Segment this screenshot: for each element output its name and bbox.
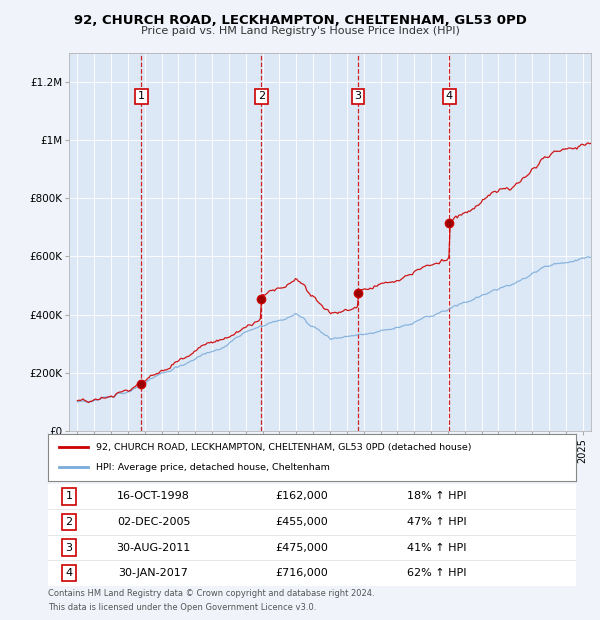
Text: £162,000: £162,000 bbox=[275, 492, 328, 502]
Text: 3: 3 bbox=[355, 91, 361, 101]
Text: 92, CHURCH ROAD, LECKHAMPTON, CHELTENHAM, GL53 0PD: 92, CHURCH ROAD, LECKHAMPTON, CHELTENHAM… bbox=[74, 14, 526, 27]
Text: 47% ↑ HPI: 47% ↑ HPI bbox=[407, 517, 467, 527]
Text: 3: 3 bbox=[65, 542, 73, 552]
Text: 4: 4 bbox=[65, 568, 73, 578]
Text: HPI: Average price, detached house, Cheltenham: HPI: Average price, detached house, Chel… bbox=[95, 463, 329, 472]
Text: This data is licensed under the Open Government Licence v3.0.: This data is licensed under the Open Gov… bbox=[48, 603, 316, 612]
Text: 30-AUG-2011: 30-AUG-2011 bbox=[116, 542, 191, 552]
Text: 1: 1 bbox=[65, 492, 73, 502]
Text: 41% ↑ HPI: 41% ↑ HPI bbox=[407, 542, 467, 552]
Text: 16-OCT-1998: 16-OCT-1998 bbox=[117, 492, 190, 502]
Text: Contains HM Land Registry data © Crown copyright and database right 2024.: Contains HM Land Registry data © Crown c… bbox=[48, 589, 374, 598]
Text: 18% ↑ HPI: 18% ↑ HPI bbox=[407, 492, 467, 502]
Text: £716,000: £716,000 bbox=[275, 568, 328, 578]
Text: Price paid vs. HM Land Registry's House Price Index (HPI): Price paid vs. HM Land Registry's House … bbox=[140, 26, 460, 36]
Text: 92, CHURCH ROAD, LECKHAMPTON, CHELTENHAM, GL53 0PD (detached house): 92, CHURCH ROAD, LECKHAMPTON, CHELTENHAM… bbox=[95, 443, 471, 451]
Text: 2: 2 bbox=[65, 517, 73, 527]
Text: £455,000: £455,000 bbox=[275, 517, 328, 527]
Text: 62% ↑ HPI: 62% ↑ HPI bbox=[407, 568, 467, 578]
Text: 1: 1 bbox=[138, 91, 145, 101]
Text: 02-DEC-2005: 02-DEC-2005 bbox=[117, 517, 190, 527]
Text: 2: 2 bbox=[258, 91, 265, 101]
Text: £475,000: £475,000 bbox=[275, 542, 328, 552]
Text: 30-JAN-2017: 30-JAN-2017 bbox=[119, 568, 188, 578]
Text: 4: 4 bbox=[446, 91, 453, 101]
